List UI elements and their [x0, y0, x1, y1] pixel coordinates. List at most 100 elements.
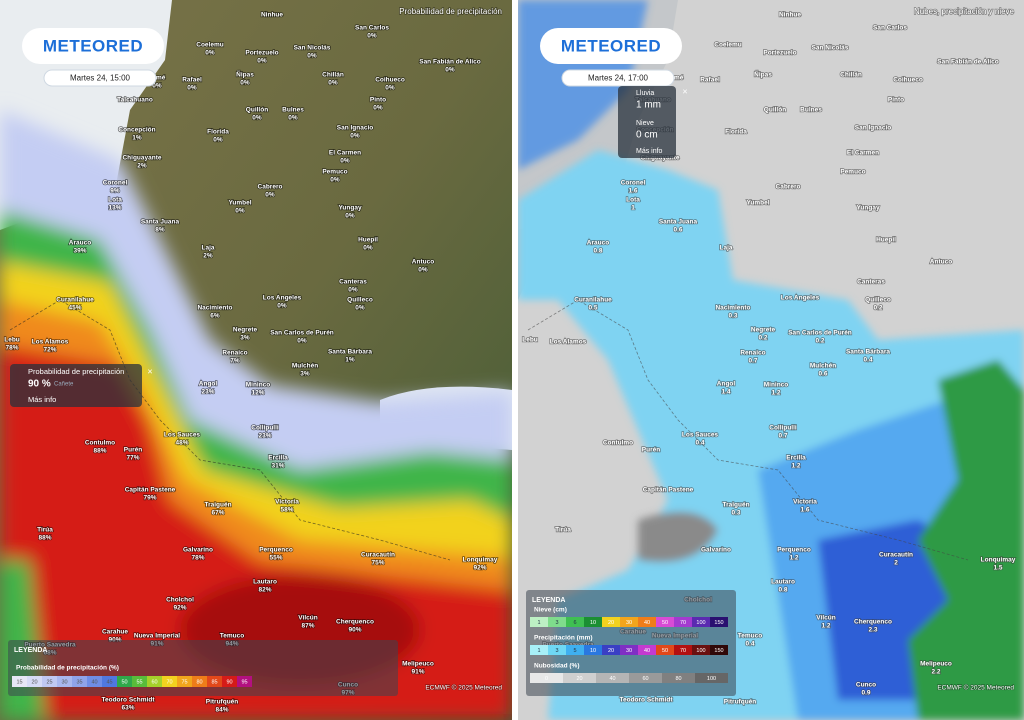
legend-tick: 30 — [61, 679, 67, 685]
more-info[interactable]: Más info — [636, 148, 663, 155]
city-name: Laja — [201, 245, 214, 252]
city-name: Bulnes — [800, 107, 822, 114]
city-value: 0% — [345, 213, 355, 220]
city-name: Pinto — [370, 97, 386, 104]
legend-tick: 80 — [675, 676, 681, 682]
city-name: San Carlos — [355, 25, 389, 32]
city-value: 72% — [43, 347, 56, 354]
legend-swatch — [132, 676, 147, 687]
city-name: Tirúa — [37, 527, 53, 534]
city-value: 78% — [191, 555, 204, 562]
legend-swatch — [548, 617, 566, 627]
city-name: Negrete — [751, 327, 776, 334]
legend-tick: 5 — [573, 648, 576, 654]
city-value: 79% — [143, 495, 156, 502]
city-value: 12% — [251, 390, 264, 397]
city-name: Lonquimay — [981, 557, 1016, 564]
city-name: Mininco — [764, 382, 789, 389]
legend-swatch — [563, 673, 596, 683]
legend-swatch — [620, 645, 638, 655]
legend-tick: 40 — [644, 648, 650, 654]
legend-swatch — [102, 676, 117, 687]
more-info[interactable]: Más info — [28, 395, 56, 404]
legend-swatch — [27, 676, 42, 687]
legend-heading: LEYENDA — [532, 597, 565, 604]
city-name: Rafael — [700, 77, 720, 84]
city-name: Los Sauces — [682, 432, 719, 439]
city-name: Quilleco — [865, 297, 891, 304]
city-value: 0% — [445, 67, 455, 74]
legend-tick: 70 — [680, 620, 686, 626]
close[interactable]: × — [147, 366, 152, 376]
city-name: Pitrufquén — [724, 699, 757, 706]
city-value: 0% — [240, 80, 250, 87]
city-value: 58% — [280, 507, 293, 514]
city-value: 0.3 — [731, 510, 740, 517]
city-value: 3% — [240, 335, 250, 342]
city-value: 0% — [235, 208, 245, 215]
legend-tick: 95 — [241, 679, 247, 685]
city-name: Ñipas — [754, 70, 772, 79]
city-name: Curanilahue — [56, 297, 94, 304]
city-value: 1.4 — [721, 389, 730, 396]
city-name: Curanilahue — [574, 297, 612, 304]
city-value: 77% — [126, 455, 139, 462]
city-name: Bulnes — [282, 107, 304, 114]
legend-title: Probabilidad de precipitación (%) — [16, 665, 119, 672]
city-name: Contulmo — [603, 440, 633, 447]
city-name: San Nicolás — [812, 45, 849, 52]
popup-place: Cañete — [54, 382, 74, 388]
legend-swatch — [710, 645, 728, 655]
city-name: Coelemu — [196, 42, 223, 49]
legend-tick: 150 — [714, 620, 723, 626]
legend-swatch — [620, 617, 638, 627]
city-value: 0% — [340, 158, 350, 165]
city-name: San Carlos de Purén — [270, 330, 334, 337]
legend-swatch — [674, 617, 692, 627]
legend-tick: 60 — [642, 676, 648, 682]
city-name: Ninhue — [261, 12, 283, 19]
right-ui: METEORED Martes 24, 17:00 Nubes, precipita… — [526, 6, 1015, 696]
city-value: 6% — [210, 313, 220, 320]
legend-tick: 100 — [696, 648, 705, 654]
credit: ECMWF © 2025 Meteored — [937, 684, 1014, 692]
legend-swatch — [530, 645, 548, 655]
city-value: 48% — [175, 440, 188, 447]
city-value: 8% — [155, 227, 165, 234]
city-value: 0.4 — [863, 357, 872, 364]
legend-tick: 70 — [166, 679, 172, 685]
right-panel: Ninhue Coelemu Portezuelo San Nicolás San Ca… — [518, 0, 1024, 720]
legend-swatch — [566, 617, 584, 627]
legend-swatch — [602, 645, 620, 655]
city-name: Coihueco — [375, 77, 405, 84]
city-name: Lautaro — [771, 579, 795, 586]
city-name: Purén — [124, 447, 142, 454]
city-name: Coronel — [621, 180, 646, 187]
city-name: Huepil — [358, 237, 378, 244]
legend-swatch — [530, 673, 563, 683]
city-name: Chiguayante — [122, 155, 161, 162]
city-value: 31% — [271, 463, 284, 470]
credit: ECMWF © 2025 Meteored — [425, 684, 502, 692]
city-value: 0% — [328, 80, 338, 87]
city-value: 82% — [258, 587, 271, 594]
city-name: Chiguayante — [640, 155, 679, 162]
legend-tick: 0 — [545, 676, 548, 682]
city-name: Chillán — [322, 72, 344, 79]
city-name: San Carlos de Purén — [788, 330, 852, 337]
city-value: 39% — [73, 248, 86, 255]
city-value: 1.2 — [771, 390, 780, 397]
close[interactable]: × — [682, 86, 687, 96]
layer-name: Probabilidad de precipitación — [399, 7, 502, 16]
city-value: 0% — [152, 83, 162, 90]
city-name: Santa Bárbara — [846, 349, 890, 356]
city-name: Lonquimay — [463, 557, 498, 564]
city-name: Lota — [626, 197, 640, 204]
legend-swatch — [692, 617, 710, 627]
legend-tick: 3 — [555, 648, 558, 654]
legend-tick: 20 — [576, 676, 582, 682]
legend-tick: 50 — [121, 679, 127, 685]
legend-tick: 60 — [151, 679, 157, 685]
city-value: 55% — [269, 555, 282, 562]
city-value: 90% — [348, 627, 361, 634]
